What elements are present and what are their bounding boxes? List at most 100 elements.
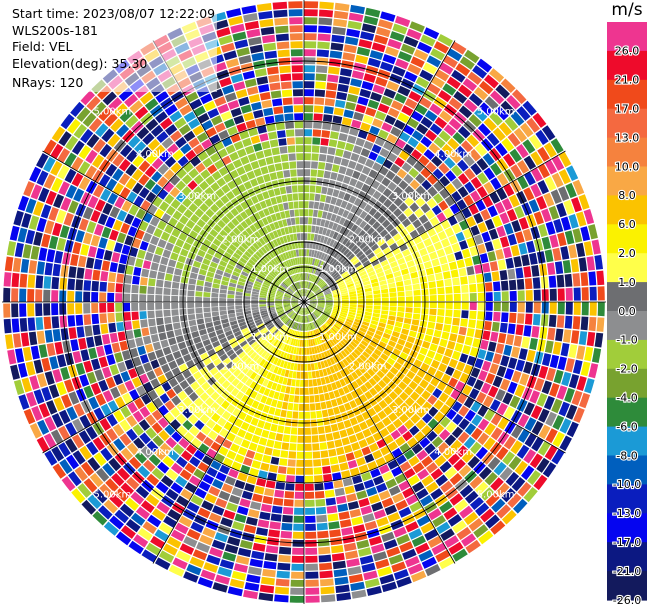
velocity-gate [284,270,289,277]
velocity-gate [268,131,278,140]
velocity-gate [501,198,513,211]
velocity-gate [263,148,272,158]
velocity-gate [463,364,473,375]
velocity-gate [481,231,491,243]
velocity-gate [300,233,304,241]
velocity-gate [242,330,251,337]
velocity-gate [120,447,134,461]
velocity-gate [205,322,214,329]
velocity-gate [464,181,476,194]
velocity-gate [287,288,294,294]
velocity-gate [321,352,326,360]
velocity-gate [112,168,124,182]
velocity-gate [326,505,338,514]
velocity-gate [221,256,230,263]
velocity-gate [98,356,109,368]
velocity-gate [275,25,289,34]
velocity-gate [462,78,478,92]
velocity-gate [37,419,50,435]
velocity-gate [45,190,57,206]
velocity-gate [416,449,428,461]
velocity-gate [212,315,220,322]
velocity-gate [458,84,473,98]
velocity-gate [262,568,276,578]
velocity-gate [266,439,275,448]
velocity-gate [448,358,458,369]
velocity-gate [183,162,194,173]
velocity-gate [386,238,395,246]
velocity-gate [387,459,399,470]
velocity-gate [378,129,389,140]
velocity-gate [499,466,513,481]
velocity-gate [302,265,304,272]
velocity-gate [345,168,354,177]
velocity-gate [321,458,330,466]
velocity-gate [301,315,304,323]
velocity-gate [171,288,179,296]
velocity-gate [433,411,445,423]
velocity-gate [92,154,105,168]
velocity-gate [166,266,175,275]
velocity-gate [275,433,283,442]
velocity-gate [25,198,37,214]
velocity-gate [84,325,93,337]
colorbar-swatch [607,397,647,428]
velocity-gate [351,119,362,129]
velocity-gate [407,563,424,575]
velocity-gate [248,324,256,330]
velocity-gate [371,352,380,360]
velocity-gate [301,340,304,347]
velocity-gate [419,248,428,257]
velocity-gate [381,122,393,133]
velocity-gate [269,364,276,373]
velocity-gate [343,248,350,256]
velocity-gate [136,385,147,397]
velocity-gate [200,569,216,581]
velocity-gate [162,455,175,468]
velocity-gate [363,140,374,150]
velocity-gate [245,316,253,321]
velocity-gate [448,97,463,110]
velocity-gate [428,315,437,323]
velocity-gate [151,467,165,480]
velocity-gate [281,335,287,342]
velocity-gate [329,328,336,336]
velocity-gate [335,233,343,242]
velocity-gate [113,242,123,253]
velocity-gate [211,170,222,181]
velocity-gate [338,387,345,396]
velocity-gate [223,509,236,520]
velocity-gate [312,312,318,319]
velocity-gate [529,252,538,265]
velocity-gate [449,333,458,342]
velocity-gate [280,343,286,351]
velocity-gate [250,160,260,170]
velocity-gate [237,337,246,344]
velocity-gate [331,337,338,345]
velocity-gate [290,435,297,443]
velocity-gate [80,243,90,256]
velocity-gate [318,554,332,563]
velocity-gate [342,52,356,62]
velocity-gate [364,347,373,355]
velocity-gate [373,348,382,357]
velocity-gate [36,436,50,453]
velocity-gate [155,295,163,302]
velocity-gate [291,297,299,301]
velocity-gate [291,302,299,304]
velocity-gate [317,210,323,218]
velocity-gate [449,151,462,164]
velocity-gate [246,280,254,286]
velocity-gate [312,379,318,387]
velocity-gate [213,320,221,326]
velocity-gate [71,156,84,171]
velocity-gate [493,311,501,322]
velocity-gate [350,256,358,263]
velocity-gate [456,334,466,344]
colorbar-swatch [607,311,647,341]
velocity-gate [421,179,432,191]
velocity-gate [388,340,397,348]
velocity-gate [580,316,589,331]
velocity-gate [189,272,198,280]
velocity-gate [128,135,141,149]
